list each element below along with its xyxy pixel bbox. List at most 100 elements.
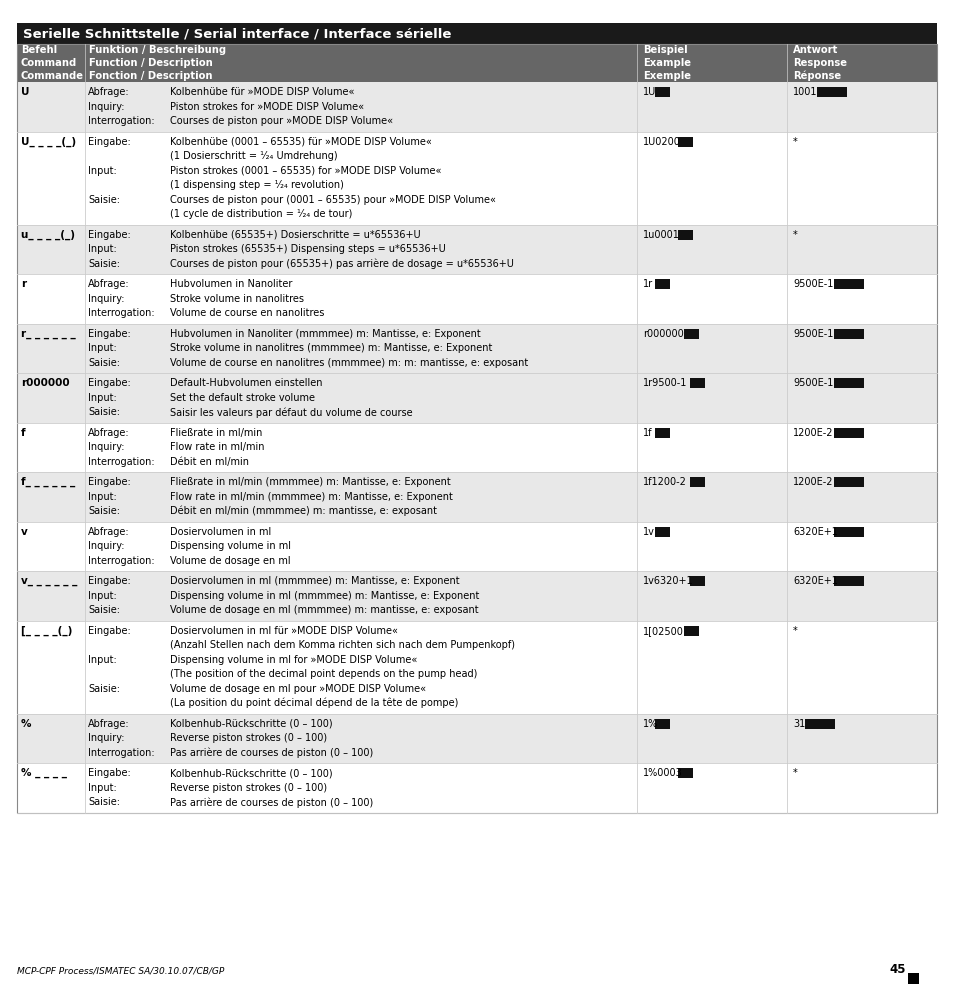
Text: Dispensing volume in ml (mmmmee) m: Mantisse, e: Exponent: Dispensing volume in ml (mmmmee) m: Mant…: [170, 591, 478, 601]
Bar: [17, 132, 936, 225]
Bar: [678, 230, 693, 240]
Text: f: f: [21, 428, 26, 438]
Text: Input:: Input:: [88, 166, 116, 176]
Text: 1f1200-2: 1f1200-2: [642, 477, 686, 487]
Text: Funktion / Beschreibung
Function / Description
Fonction / Description: Funktion / Beschreibung Function / Descr…: [89, 45, 226, 81]
Text: r: r: [21, 279, 26, 289]
Text: Hubvolumen in Nanoliter (mmmmee) m: Mantisse, e: Exponent: Hubvolumen in Nanoliter (mmmmee) m: Mant…: [170, 328, 480, 338]
Text: 1[02500: 1[02500: [642, 626, 683, 636]
Text: Beispiel
Example
Exemple: Beispiel Example Exemple: [642, 45, 690, 81]
Text: 6320E+1: 6320E+1: [792, 576, 837, 586]
Bar: [654, 279, 669, 289]
Text: Saisie:: Saisie:: [88, 797, 120, 807]
Text: % _ _ _ _: % _ _ _ _: [21, 768, 67, 778]
Text: Saisie:: Saisie:: [88, 605, 120, 615]
Bar: [678, 137, 693, 147]
Text: Volume de dosage en ml pour »MODE DISP Volume«: Volume de dosage en ml pour »MODE DISP V…: [170, 684, 426, 694]
Text: Courses de piston pour (0001 – 65535) pour »MODE DISP Volume«: Courses de piston pour (0001 – 65535) po…: [170, 195, 496, 205]
Bar: [17, 621, 936, 714]
Bar: [816, 87, 845, 97]
Text: Input:: Input:: [88, 655, 116, 665]
Text: %: %: [21, 719, 31, 729]
Text: Saisir les valeurs par défaut du volume de course: Saisir les valeurs par défaut du volume …: [170, 407, 413, 417]
Text: Interrogation:: Interrogation:: [88, 556, 154, 566]
Bar: [17, 422, 936, 472]
Text: Pas arrière de courses de piston (0 – 100): Pas arrière de courses de piston (0 – 10…: [170, 748, 373, 758]
Bar: [17, 323, 936, 373]
Text: Inquiry:: Inquiry:: [88, 102, 125, 112]
Text: Saisie:: Saisie:: [88, 357, 120, 367]
Bar: [17, 225, 936, 274]
Text: Inquiry:: Inquiry:: [88, 541, 125, 551]
Text: 1v: 1v: [642, 527, 654, 537]
Text: *: *: [792, 230, 797, 240]
Text: Abfrage:: Abfrage:: [88, 527, 130, 537]
Text: Default-Hubvolumen einstellen: Default-Hubvolumen einstellen: [170, 378, 322, 388]
Text: Befehl
Command
Commande: Befehl Command Commande: [21, 45, 84, 81]
Text: Flow rate in ml/min: Flow rate in ml/min: [170, 442, 264, 452]
Text: Antwort
Response
Réponse: Antwort Response Réponse: [792, 45, 846, 81]
Text: Input:: Input:: [88, 782, 116, 792]
Bar: [834, 328, 863, 338]
Text: Dosiervolumen in ml für »MODE DISP Volume«: Dosiervolumen in ml für »MODE DISP Volum…: [170, 626, 397, 636]
Text: Dispensing volume in ml: Dispensing volume in ml: [170, 541, 291, 551]
Bar: [17, 763, 936, 812]
Text: Interrogation:: Interrogation:: [88, 116, 154, 127]
Text: *: *: [792, 768, 797, 778]
Text: 1%0003: 1%0003: [642, 768, 682, 778]
Text: Interrogation:: Interrogation:: [88, 457, 154, 467]
Text: 1200E-2: 1200E-2: [792, 477, 833, 487]
Bar: [17, 82, 936, 132]
Text: v: v: [21, 527, 28, 537]
Bar: [834, 576, 863, 586]
Text: 9500E-1: 9500E-1: [792, 328, 833, 338]
Text: [_ _ _ _(_): [_ _ _ _(_): [21, 626, 72, 636]
Text: Saisie:: Saisie:: [88, 506, 120, 516]
Text: Abfrage:: Abfrage:: [88, 428, 130, 438]
Bar: [17, 571, 936, 621]
Text: Volume de dosage en ml: Volume de dosage en ml: [170, 556, 291, 566]
Text: Dosiervolumen in ml: Dosiervolumen in ml: [170, 527, 271, 537]
Bar: [17, 522, 936, 571]
Text: Abfrage:: Abfrage:: [88, 719, 130, 729]
Text: 31: 31: [792, 719, 804, 729]
Text: Eingabe:: Eingabe:: [88, 626, 131, 636]
Bar: [654, 87, 669, 97]
Text: (The position of the decimal point depends on the pump head): (The position of the decimal point depen…: [170, 670, 476, 680]
Text: u_ _ _ _(_): u_ _ _ _(_): [21, 230, 75, 240]
Text: 1r: 1r: [642, 279, 653, 289]
Text: Eingabe:: Eingabe:: [88, 576, 131, 586]
Text: Eingabe:: Eingabe:: [88, 768, 131, 778]
Text: Dispensing volume in ml for »MODE DISP Volume«: Dispensing volume in ml for »MODE DISP V…: [170, 655, 417, 665]
Bar: [683, 626, 699, 636]
Text: *: *: [792, 626, 797, 636]
Text: Kolbenhub-Rückschritte (0 – 100): Kolbenhub-Rückschritte (0 – 100): [170, 768, 333, 778]
Bar: [17, 44, 936, 82]
Text: Set the default stroke volume: Set the default stroke volume: [170, 393, 314, 403]
Text: Courses de piston pour »MODE DISP Volume«: Courses de piston pour »MODE DISP Volume…: [170, 116, 393, 127]
Text: Interrogation:: Interrogation:: [88, 748, 154, 757]
Text: 1U: 1U: [642, 87, 656, 97]
Text: v_ _ _ _ _ _: v_ _ _ _ _ _: [21, 576, 77, 586]
Text: Saisie:: Saisie:: [88, 195, 120, 205]
Bar: [17, 472, 936, 522]
Text: (1 Dosierschritt = ¹⁄₂₄ Umdrehung): (1 Dosierschritt = ¹⁄₂₄ Umdrehung): [170, 152, 337, 162]
Text: Input:: Input:: [88, 343, 116, 353]
Bar: [834, 279, 863, 289]
Text: Eingabe:: Eingabe:: [88, 328, 131, 338]
Text: Flow rate in ml/min (mmmmee) m: Mantisse, e: Exponent: Flow rate in ml/min (mmmmee) m: Mantisse…: [170, 492, 453, 502]
Text: 1v6320+1: 1v6320+1: [642, 576, 693, 586]
Text: Inquiry:: Inquiry:: [88, 442, 125, 452]
Text: Saisie:: Saisie:: [88, 407, 120, 417]
Text: 6320E+1: 6320E+1: [792, 527, 837, 537]
Text: Volume de course en nanolitres (mmmmee) m: m: mantisse, e: exposant: Volume de course en nanolitres (mmmmee) …: [170, 357, 528, 367]
Bar: [834, 527, 863, 537]
Text: Abfrage:: Abfrage:: [88, 87, 130, 97]
Text: Serielle Schnittstelle / Serial interface / Interface sérielle: Serielle Schnittstelle / Serial interfac…: [23, 27, 451, 40]
Text: Kolbenhübe für »MODE DISP Volume«: Kolbenhübe für »MODE DISP Volume«: [170, 87, 355, 97]
Bar: [834, 378, 863, 388]
Text: Reverse piston strokes (0 – 100): Reverse piston strokes (0 – 100): [170, 782, 327, 792]
Text: Abfrage:: Abfrage:: [88, 279, 130, 289]
Text: Volume de dosage en ml (mmmmee) m: mantisse, e: exposant: Volume de dosage en ml (mmmmee) m: manti…: [170, 605, 478, 615]
Bar: [689, 477, 704, 487]
